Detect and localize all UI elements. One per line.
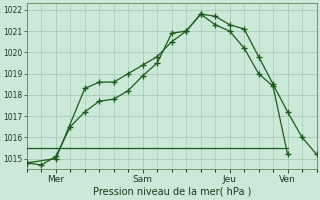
X-axis label: Pression niveau de la mer( hPa ): Pression niveau de la mer( hPa ) xyxy=(92,187,251,197)
